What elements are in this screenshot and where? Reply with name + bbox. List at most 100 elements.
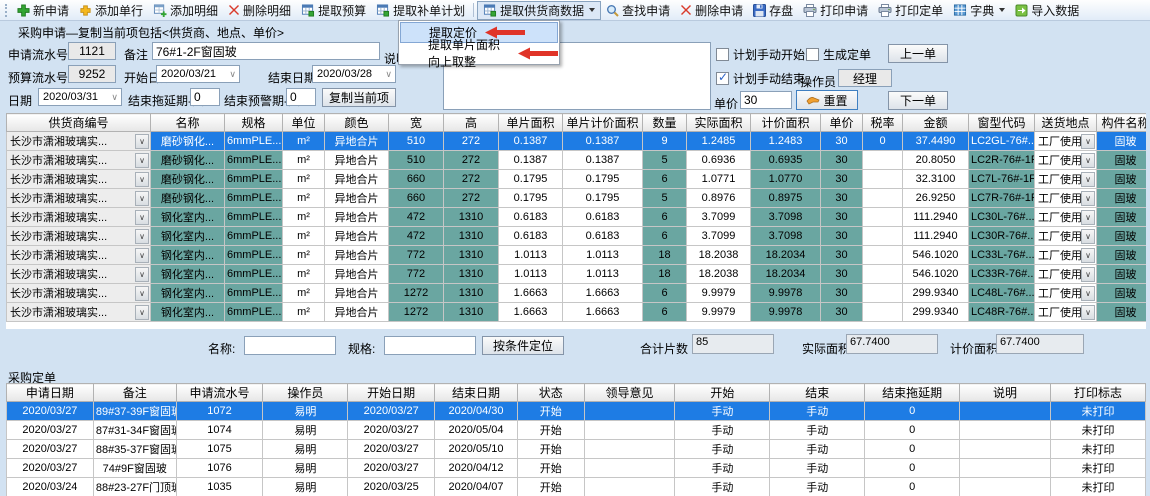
cell[interactable]: 0.6935 [750, 150, 821, 170]
cell[interactable] [959, 458, 1051, 478]
cell[interactable]: 0 [864, 401, 961, 421]
cell[interactable]: 6mmPLE... [224, 169, 283, 189]
cell[interactable]: 长沙市潇湘玻璃实... ∨ [6, 264, 151, 284]
cell[interactable]: 1072 [175, 401, 264, 421]
cell[interactable]: 手动 [769, 477, 866, 496]
cell[interactable]: 2020/04/30 [434, 401, 518, 421]
detail-row[interactable]: 长沙市潇湘玻璃实... ∨ 钢化室内... 6mmPLE... m² 异地合片 1272 13… [6, 302, 1146, 322]
cell[interactable] [862, 302, 903, 322]
detail-row[interactable]: 长沙市潇湘玻璃实... ∨ 磨砂钢化... 6mmPLE... m² 异地合片 510 272… [6, 150, 1146, 170]
cell[interactable]: 1310 [443, 226, 499, 246]
cell[interactable]: 工厂使用 ∨ [1034, 302, 1097, 322]
toolbar-button-import-data[interactable]: 导入数据 [1010, 1, 1084, 20]
cell[interactable]: 510 [388, 150, 444, 170]
order-row[interactable]: 2020/03/27 89#37-39F窗固玻 1072 易明 2020/03/27 20… [6, 401, 1146, 421]
cell[interactable]: 9.9979 [686, 283, 751, 303]
cell[interactable]: 未打印 [1050, 420, 1146, 440]
cell[interactable]: 开始 [516, 401, 585, 421]
cell[interactable]: 手动 [769, 439, 866, 459]
cell[interactable]: LC33L-76#... [968, 245, 1035, 265]
cell[interactable]: 2020/03/27 [6, 458, 94, 478]
column-header[interactable]: 开始日期 [347, 383, 436, 402]
cell[interactable] [862, 188, 903, 208]
detail-row[interactable]: 长沙市潇湘玻璃实... ∨ 钢化室内... 6mmPLE... m² 异地合片 472 131… [6, 226, 1146, 246]
cell[interactable]: 6mmPLE... [224, 131, 283, 151]
menu-item-extract-piece-area-round-up[interactable]: 提取单片面积向上取整 [400, 38, 558, 69]
column-header[interactable]: 金额 [902, 113, 969, 132]
cell[interactable]: 固玻 [1096, 207, 1146, 227]
cell[interactable]: 磨砂钢化... [150, 188, 225, 208]
date-select[interactable]: 2020/03/31 ∨ [38, 88, 122, 106]
toolbar-button-extract-supplement-plan[interactable]: 提取补单计划 [371, 1, 470, 20]
column-header[interactable]: 单位 [282, 113, 325, 132]
cell[interactable]: 未打印 [1050, 401, 1146, 421]
cell[interactable]: 2020/04/07 [434, 477, 518, 496]
cell[interactable]: 2020/03/27 [347, 458, 436, 478]
cell[interactable]: 工厂使用 ∨ [1034, 207, 1097, 227]
cell[interactable]: 钢化室内... [150, 302, 225, 322]
cell[interactable]: 长沙市潇湘玻璃实... ∨ [6, 169, 151, 189]
detail-row[interactable]: 长沙市潇湘玻璃实... ∨ 磨砂钢化... 6mmPLE... m² 异地合片 510 272… [6, 131, 1146, 151]
chevron-down-icon[interactable]: ∨ [135, 228, 149, 244]
chevron-down-icon[interactable]: ∨ [1081, 152, 1095, 168]
column-header[interactable]: 供货商编号 [6, 113, 151, 132]
detail-row[interactable]: 长沙市潇湘玻璃实... ∨ 钢化室内... 6mmPLE... m² 异地合片 772 131… [6, 245, 1146, 265]
cell[interactable]: 472 [388, 207, 444, 227]
chevron-down-icon[interactable]: ∨ [1081, 209, 1095, 225]
cell[interactable]: 1.0113 [562, 245, 643, 265]
toolbar-button-add-detail[interactable]: 添加明细 [148, 1, 223, 20]
cell[interactable]: 30 [820, 150, 863, 170]
column-header[interactable]: 状态 [516, 383, 585, 402]
column-header[interactable]: 窗型代码 [968, 113, 1035, 132]
cell[interactable]: 30 [820, 264, 863, 284]
cell[interactable]: 37.4490 [902, 131, 969, 151]
cell[interactable]: 6 [642, 283, 687, 303]
cell[interactable]: 未打印 [1050, 458, 1146, 478]
cell[interactable]: 异地合片 [324, 207, 389, 227]
detail-row[interactable]: 长沙市潇湘玻璃实... ∨ 钢化室内... 6mmPLE... m² 异地合片 472 131… [6, 207, 1146, 227]
cell[interactable]: 2020/03/27 [6, 439, 94, 459]
cell[interactable]: 772 [388, 245, 444, 265]
detail-row[interactable]: 长沙市潇湘玻璃实... ∨ 钢化室内... 6mmPLE... m² 异地合片 1272 13… [6, 283, 1146, 303]
chevron-down-icon[interactable]: ∨ [135, 171, 149, 187]
detail-row[interactable]: 长沙市潇湘玻璃实... ∨ 磨砂钢化... 6mmPLE... m² 异地合片 660 272… [6, 188, 1146, 208]
column-header[interactable]: 高 [443, 113, 499, 132]
cell[interactable]: 18 [642, 264, 687, 284]
order-row[interactable]: 2020/03/27 74#9F窗固玻 1076 易明 2020/03/27 2020/0… [6, 458, 1146, 478]
next-order-button[interactable]: 下一单 [888, 91, 948, 110]
cell[interactable]: 异地合片 [324, 245, 389, 265]
cell[interactable]: 0 [862, 131, 903, 151]
cell[interactable]: 74#9F窗固玻 [92, 458, 177, 478]
column-header[interactable]: 操作员 [262, 383, 349, 402]
cell[interactable]: LC2GL-76#... [968, 131, 1035, 151]
cell[interactable]: 手动 [674, 458, 771, 478]
cell[interactable]: 1.0113 [498, 264, 563, 284]
chevron-down-icon[interactable]: ∨ [135, 304, 149, 320]
cell[interactable]: 异地合片 [324, 188, 389, 208]
cell[interactable]: 工厂使用 ∨ [1034, 264, 1097, 284]
toolbar-button-save[interactable]: 存盘 [748, 1, 798, 20]
column-header[interactable]: 结束拖延期 [864, 383, 961, 402]
cell[interactable]: 2020/03/27 [347, 439, 436, 459]
cell[interactable]: 磨砂钢化... [150, 169, 225, 189]
cell[interactable]: 30 [820, 283, 863, 303]
cell[interactable]: 30 [820, 302, 863, 322]
cell[interactable]: 固玻 [1096, 131, 1146, 151]
cell[interactable]: LC30L-76#... [968, 207, 1035, 227]
cell[interactable]: 长沙市潇湘玻璃实... ∨ [6, 188, 151, 208]
cell[interactable]: 1.2483 [750, 131, 821, 151]
cell[interactable]: 固玻 [1096, 150, 1146, 170]
cell[interactable]: 手动 [674, 420, 771, 440]
cell[interactable]: 32.3100 [902, 169, 969, 189]
cell[interactable]: 异地合片 [324, 169, 389, 189]
cell[interactable] [959, 420, 1051, 440]
cell[interactable]: 510 [388, 131, 444, 151]
column-header[interactable]: 结束日期 [434, 383, 518, 402]
cell[interactable]: 272 [443, 150, 499, 170]
cell[interactable]: m² [282, 264, 325, 284]
toolbar-button-extract-supplier-data[interactable]: 提取供货商数据 [477, 0, 602, 20]
cell[interactable]: 长沙市潇湘玻璃实... ∨ [6, 302, 151, 322]
cell[interactable]: 30 [820, 245, 863, 265]
cell[interactable]: 长沙市潇湘玻璃实... ∨ [6, 150, 151, 170]
cell[interactable]: m² [282, 169, 325, 189]
